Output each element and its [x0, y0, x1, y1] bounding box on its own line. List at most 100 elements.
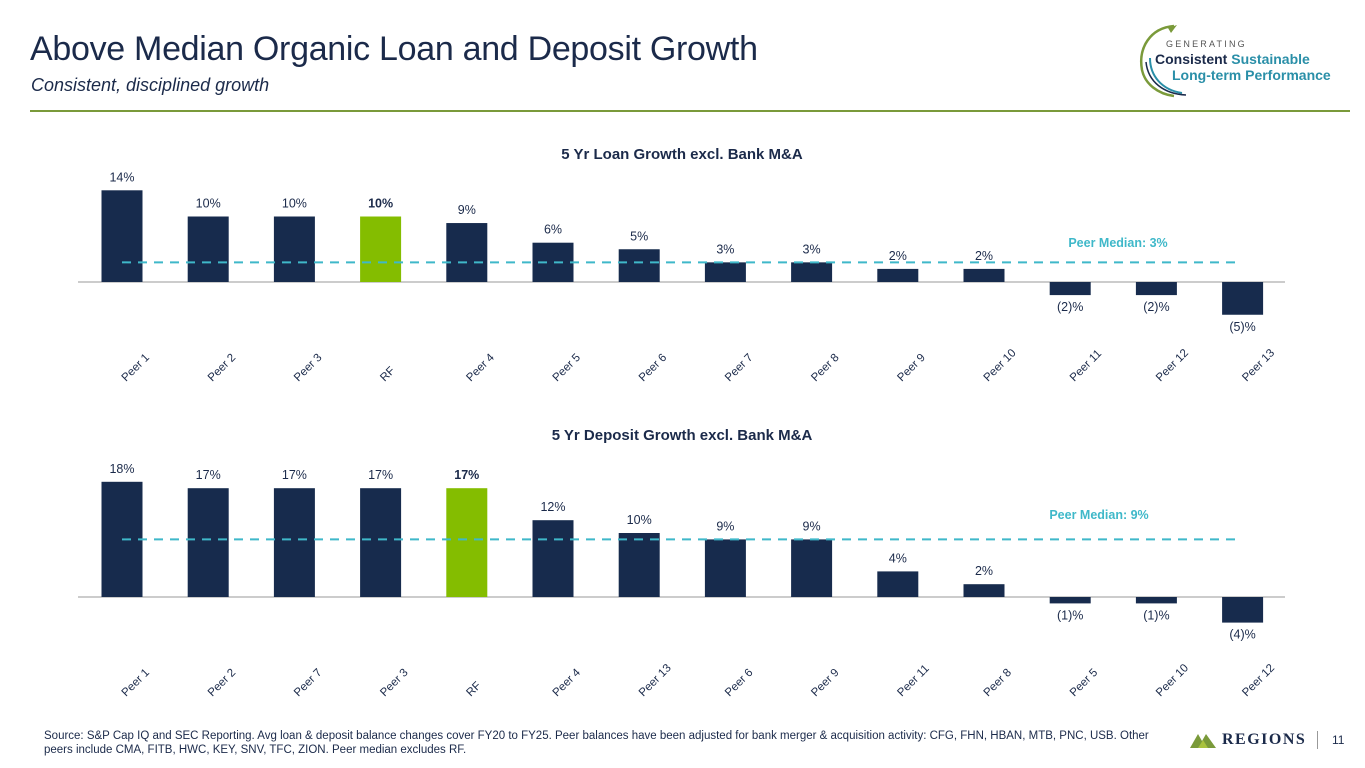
triangle-logo-icon: [1190, 734, 1216, 748]
bar-peer-10: [963, 268, 1005, 282]
category-tick-label: Peer 10: [1154, 662, 1191, 699]
category-tick-label: Peer 2: [206, 352, 238, 384]
bar-peer-4: [532, 520, 574, 597]
category-tick-label: Peer 1: [120, 352, 152, 384]
data-label: 10%: [627, 513, 652, 527]
bar-peer-7: [273, 488, 315, 597]
category-tick-label: Peer 8: [982, 667, 1014, 699]
data-label: 3%: [803, 242, 821, 256]
bar-peer-8: [963, 584, 1005, 597]
category-tick-label: Peer 11: [1068, 348, 1104, 384]
category-tick-label: Peer 13: [637, 662, 674, 699]
data-label: 2%: [975, 249, 993, 263]
logo-line1: Consistent Sustainable: [1155, 51, 1310, 67]
bar-rf: [446, 488, 488, 597]
logo-sustainable: Sustainable: [1231, 51, 1310, 67]
category-tick-label: Peer 5: [551, 352, 583, 384]
category-tick-label: Peer 4: [464, 351, 497, 384]
bar-peer-11: [877, 571, 919, 597]
logo-consistent: Consistent: [1155, 51, 1228, 67]
data-label: 17%: [368, 468, 393, 482]
data-label: (5)%: [1229, 320, 1255, 334]
category-tick-label: Peer 1: [120, 667, 152, 699]
page-separator: [1317, 731, 1318, 749]
data-label: 12%: [540, 500, 565, 514]
page-title: Above Median Organic Loan and Deposit Gr…: [30, 30, 758, 68]
bar-peer-12: [1222, 597, 1264, 623]
bar-peer-9: [877, 268, 919, 282]
category-tick-label: Peer 9: [809, 667, 841, 699]
category-tick-label: Peer 11: [895, 663, 931, 699]
page-subtitle: Consistent, disciplined growth: [31, 75, 270, 95]
brand-name: REGIONS: [1222, 731, 1307, 748]
bar-peer-6: [618, 249, 660, 282]
data-label: 17%: [282, 468, 307, 482]
data-label: 9%: [716, 519, 734, 533]
data-label: (2)%: [1143, 300, 1169, 314]
data-label: 5%: [630, 229, 648, 243]
bar-peer-6: [704, 539, 746, 597]
swoosh-arc-icon: [1140, 24, 1187, 98]
chart-title: 5 Yr Loan Growth excl. Bank M&A: [561, 146, 803, 163]
category-tick-label: Peer 12: [1154, 347, 1191, 384]
category-tick-label: Peer 7: [723, 352, 755, 384]
bar-peer-7: [704, 262, 746, 282]
category-tick-label: Peer 9: [895, 352, 927, 384]
bar-peer-5: [1049, 597, 1091, 604]
category-tick-label: RF: [464, 680, 483, 699]
bar-peer-3: [360, 488, 402, 597]
data-label: 2%: [889, 249, 907, 263]
data-label: 3%: [716, 242, 734, 256]
category-tick-label: Peer 4: [551, 666, 584, 699]
data-label: (1)%: [1057, 608, 1083, 622]
category-tick-label: Peer 8: [809, 352, 841, 384]
data-label: 17%: [196, 468, 221, 482]
data-label: 9%: [803, 519, 821, 533]
data-label: 2%: [975, 564, 993, 578]
data-label: 17%: [454, 468, 479, 482]
bar-rf: [360, 216, 402, 282]
data-label: 10%: [282, 197, 307, 211]
data-label: (1)%: [1143, 608, 1169, 622]
category-tick-label: Peer 6: [723, 667, 755, 699]
data-label: 10%: [196, 197, 221, 211]
category-tick-label: Peer 2: [206, 667, 238, 699]
category-tick-label: Peer 3: [292, 352, 324, 384]
bar-peer-9: [791, 539, 833, 597]
regions-logo: REGIONS: [1188, 728, 1318, 750]
category-tick-label: Peer 12: [1240, 662, 1277, 699]
category-tick-label: Peer 5: [1068, 667, 1100, 699]
category-tick-label: Peer 3: [378, 667, 410, 699]
category-tick-label: RF: [378, 365, 397, 384]
data-label: (2)%: [1057, 300, 1083, 314]
bar-peer-11: [1049, 282, 1091, 296]
bar-peer-10: [1135, 597, 1177, 604]
bar-peer-1: [101, 190, 143, 282]
bar-peer-4: [446, 223, 488, 282]
data-label: 4%: [889, 551, 907, 565]
header-divider: [30, 110, 1350, 112]
logo-generating: GENERATING: [1166, 39, 1247, 49]
category-tick-label: Peer 10: [982, 347, 1019, 384]
bar-peer-2: [187, 216, 229, 282]
bar-peer-2: [187, 488, 229, 597]
source-footnote: Source: S&P Cap IQ and SEC Reporting. Av…: [44, 730, 1149, 756]
category-tick-label: Peer 6: [637, 352, 669, 384]
logo-line2: Long-term Performance: [1172, 67, 1331, 83]
generating-logo: GENERATING Consistent Sustainable Long-t…: [1130, 18, 1350, 100]
data-label: 14%: [109, 170, 134, 184]
bar-peer-13: [618, 533, 660, 597]
category-tick-label: Peer 13: [1240, 347, 1277, 384]
bar-peer-8: [791, 262, 833, 282]
data-label: 18%: [109, 462, 134, 476]
data-label: 6%: [544, 223, 562, 237]
bar-peer-12: [1135, 282, 1177, 296]
category-tick-label: Peer 7: [292, 667, 324, 699]
bar-peer-3: [273, 216, 315, 282]
page-number: 11: [1332, 733, 1345, 747]
data-label: 9%: [458, 203, 476, 217]
data-label: (4)%: [1229, 628, 1255, 642]
bar-peer-13: [1222, 282, 1264, 315]
data-label: 10%: [368, 197, 393, 211]
